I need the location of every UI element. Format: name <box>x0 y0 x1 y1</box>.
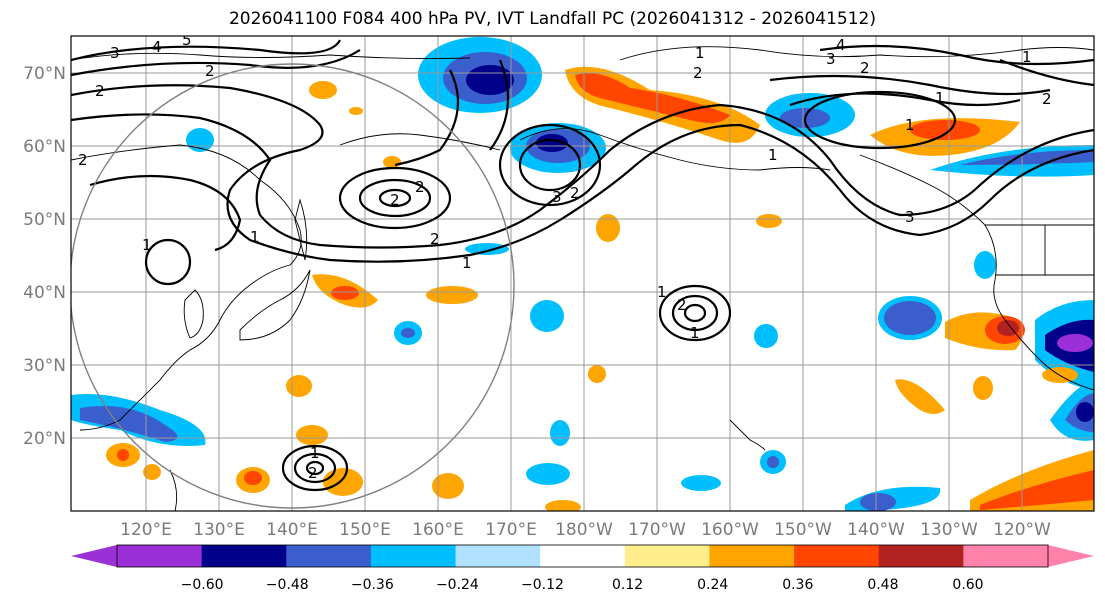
contour-label: 2 <box>205 62 215 80</box>
colorbar-segments <box>117 545 1049 567</box>
colorbar-ticks: −0.60 −0.48 −0.36 −0.24 −0.12 0.12 0.24 … <box>181 577 984 593</box>
lon-label: 130°E <box>193 520 245 540</box>
pv-contours <box>71 39 1094 492</box>
colorbar-tick: 0.60 <box>952 577 983 593</box>
contour-label: 1 <box>657 283 667 301</box>
lon-label: 180°W <box>555 520 613 540</box>
contour-label: 2 <box>860 59 870 77</box>
colorbar-segment <box>624 545 710 567</box>
colorbar-segment <box>117 545 203 567</box>
colorbar-segment <box>963 545 1049 567</box>
plot-frame <box>70 35 1095 512</box>
contour-label: 1 <box>250 228 260 246</box>
contour-label: 2 <box>1042 90 1052 108</box>
contour-label: 2 <box>95 82 105 100</box>
contour-label: 1 <box>905 116 915 134</box>
latitude-labels: 70°N 60°N 50°N 40°N 30°N 20°N <box>23 64 66 449</box>
contour-labels: 3 4 5 2 2 1 2 3 4 2 1 2 1 2 2 2 3 2 1 1 … <box>78 31 1052 482</box>
contour-label: 2 <box>430 230 440 248</box>
lon-label: 150°W <box>774 520 832 540</box>
contour-label: 3 <box>552 188 562 206</box>
colorbar-segment <box>709 545 795 567</box>
contour-label: 2 <box>308 464 318 482</box>
colorbar-segment <box>286 545 372 567</box>
shading-layer <box>71 37 1094 511</box>
lon-label: 170°E <box>485 520 537 540</box>
colorbar-extend-low <box>71 545 117 567</box>
contour-label: 1 <box>310 444 320 462</box>
colorbar-tick: −0.48 <box>266 577 309 593</box>
colorbar: −0.60 −0.48 −0.36 −0.24 −0.12 0.12 0.24 … <box>71 544 1094 593</box>
lon-label: 140°E <box>266 520 318 540</box>
colorbar-tick: −0.36 <box>351 577 394 593</box>
colorbar-segment <box>201 545 287 567</box>
lon-label: 140°W <box>847 520 905 540</box>
colorbar-tick: −0.60 <box>181 577 224 593</box>
contour-label: 1 <box>695 44 705 62</box>
lon-label: 120°W <box>993 520 1051 540</box>
lon-label: 160°W <box>701 520 759 540</box>
contour-label: 2 <box>570 184 580 202</box>
map-plot-area: 3 4 5 2 2 1 2 3 4 2 1 2 1 2 2 2 3 2 1 1 … <box>71 31 1094 511</box>
lat-label-50n: 50°N <box>23 210 66 230</box>
contour-label: 3 <box>905 208 915 226</box>
contour-label: 2 <box>677 296 687 314</box>
contour-label: 1 <box>690 324 700 342</box>
colorbar-segment <box>455 545 541 567</box>
contour-label: 1 <box>142 236 152 254</box>
contour-label: 1 <box>1022 48 1032 66</box>
lon-label: 160°E <box>412 520 464 540</box>
contour-label: 4 <box>152 38 162 56</box>
colorbar-tick: 0.12 <box>612 577 643 593</box>
colorbar-tick: −0.12 <box>521 577 564 593</box>
lon-label: 120°E <box>120 520 172 540</box>
colorbar-tick: 0.24 <box>697 577 728 593</box>
coastlines <box>71 46 1094 511</box>
colorbar-segment <box>540 545 626 567</box>
colorbar-segment <box>794 545 880 567</box>
contour-label: 2 <box>415 178 425 196</box>
contour-label: 3 <box>826 50 836 68</box>
map-title: 2026041100 F084 400 hPa PV, IVT Landfall… <box>228 9 876 29</box>
lon-label: 150°E <box>339 520 391 540</box>
colorbar-segment <box>370 545 457 567</box>
contour-label: 2 <box>693 64 703 82</box>
contour-label: 2 <box>78 151 88 169</box>
colorbar-extend-high <box>1048 545 1094 567</box>
lon-label: 130°W <box>920 520 978 540</box>
contour-label: 4 <box>836 36 846 54</box>
contour-label: 1 <box>768 146 778 164</box>
lat-label-60n: 60°N <box>23 137 66 157</box>
longitude-labels: 120°E 130°E 140°E 150°E 160°E 170°E 180°… <box>120 520 1051 540</box>
range-circle <box>71 63 515 509</box>
lat-label-30n: 30°N <box>23 356 66 376</box>
lon-label: 170°W <box>628 520 686 540</box>
colorbar-tick: −0.24 <box>436 577 479 593</box>
graticule <box>71 36 1094 511</box>
contour-label: 5 <box>182 31 192 49</box>
lat-label-40n: 40°N <box>23 283 66 303</box>
colorbar-tick: 0.48 <box>867 577 898 593</box>
contour-label: 1 <box>935 89 945 107</box>
contour-label: 1 <box>462 254 472 272</box>
lat-label-20n: 20°N <box>23 429 66 449</box>
contour-label: 3 <box>110 44 120 62</box>
colorbar-frame <box>116 544 1049 568</box>
colorbar-tick: 0.36 <box>782 577 813 593</box>
lat-label-70n: 70°N <box>23 64 66 84</box>
contour-label: 2 <box>390 191 400 209</box>
colorbar-segment <box>878 545 964 567</box>
